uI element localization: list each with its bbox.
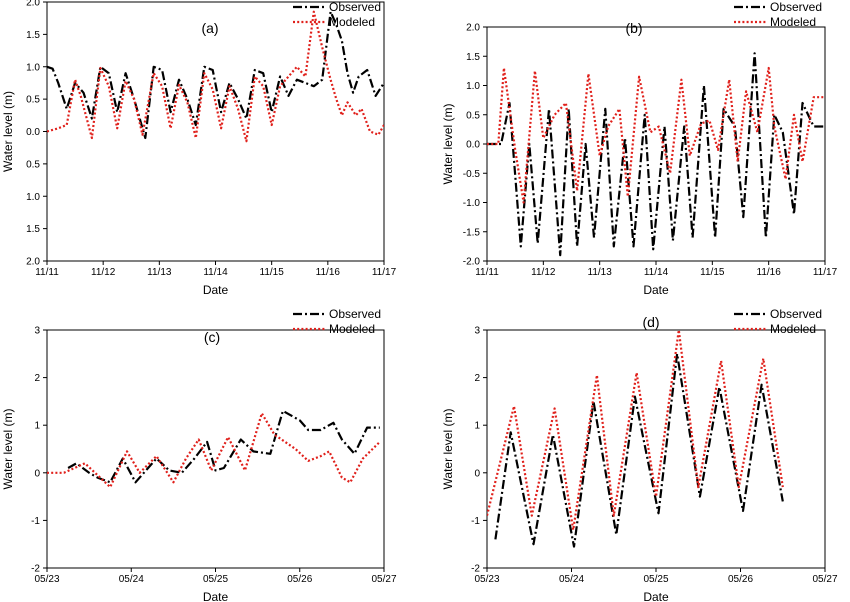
x-tick-label: 05/25 [203, 574, 228, 585]
x-tick-label: 05/24 [119, 574, 144, 585]
panel-label: (d) [642, 314, 659, 330]
x-tick-label: 11/17 [813, 267, 838, 278]
x-tick-label: 11/17 [372, 267, 397, 278]
x-tick-label: 11/11 [35, 267, 59, 278]
y-axis-label: Water level (m) [441, 104, 455, 185]
x-tick-label: 11/14 [644, 267, 669, 278]
x-tick-label: 05/26 [728, 574, 753, 585]
legend-label-modeled: Modeled [329, 15, 375, 29]
legend-label-modeled: Modeled [770, 322, 816, 336]
x-tick-label: 05/27 [371, 574, 396, 585]
y-tick-label: 1.5 [26, 224, 40, 235]
series-line-modeled [47, 412, 381, 489]
x-tick-label: 11/16 [316, 267, 341, 278]
y-tick-label: 1.0 [26, 192, 40, 203]
x-tick-label: 11/12 [91, 267, 116, 278]
panel-label: (c) [204, 329, 220, 345]
series-line-observed [67, 409, 380, 484]
x-axis-label: Date [203, 590, 229, 602]
y-tick-label: 2.0 [26, 0, 40, 9]
y-tick-label: -0.5 [463, 169, 481, 180]
legend-label-observed: Observed [329, 0, 381, 14]
x-tick-label: 05/26 [287, 574, 312, 585]
x-tick-label: 11/15 [260, 267, 285, 278]
x-tick-label: 05/24 [559, 574, 584, 585]
y-tick-label: -2 [471, 564, 480, 575]
series-line-modeled [487, 66, 825, 204]
x-axis-label: Date [643, 283, 669, 297]
y-tick-label: 1.0 [466, 81, 480, 92]
y-tick-label: -1 [471, 516, 480, 527]
y-axis-label: Water level (m) [1, 409, 15, 490]
y-tick-label: 0.5 [26, 95, 40, 106]
y-axis-label: Water level (m) [1, 91, 15, 172]
y-tick-label: -2 [31, 564, 40, 575]
x-tick-label: 11/11 [475, 267, 499, 278]
x-tick-label: 11/14 [203, 267, 228, 278]
y-tick-label: 2 [34, 373, 40, 384]
y-tick-label: 0.0 [26, 127, 40, 138]
y-tick-label: 1.5 [26, 30, 40, 41]
y-tick-label: 1.5 [466, 52, 480, 63]
y-tick-label: 3 [474, 326, 480, 337]
series-line-modeled [487, 330, 784, 532]
x-axis-label: Date [643, 590, 669, 602]
y-axis-label: Water level (m) [441, 409, 455, 490]
panel-label: (b) [625, 20, 642, 36]
series-line-observed [494, 352, 784, 548]
chart-panel-1: 11/11 11/12 11/13 11/14 11/15 11/16 11/17 2.0 1.… [1, 0, 397, 297]
legend-label-modeled: Modeled [329, 322, 375, 336]
y-tick-label: 0.0 [466, 140, 480, 151]
y-tick-label: 0 [474, 468, 480, 479]
x-tick-label: 05/23 [474, 574, 499, 585]
x-tick-label: 11/13 [147, 267, 172, 278]
y-tick-label: 1 [34, 421, 40, 432]
x-tick-label: 11/13 [588, 267, 613, 278]
legend-label-modeled: Modeled [770, 15, 816, 29]
series-line-modeled [47, 10, 384, 143]
legend-label-observed: Observed [770, 0, 822, 14]
x-tick-label: 05/27 [812, 574, 837, 585]
series-line-observed [487, 52, 825, 257]
y-tick-label: -1.0 [463, 198, 481, 209]
panel-label: (a) [201, 20, 218, 36]
series-line-observed [47, 10, 384, 140]
x-tick-label: 05/25 [643, 574, 668, 585]
y-tick-label: 1.0 [26, 62, 40, 73]
x-tick-label: 11/12 [531, 267, 556, 278]
y-tick-label: 0.5 [26, 159, 40, 170]
y-tick-label: 1 [474, 421, 480, 432]
legend-label-observed: Observed [770, 307, 822, 321]
x-tick-label: 11/15 [700, 267, 725, 278]
x-axis-label: Date [203, 283, 229, 297]
y-tick-label: 2 [474, 373, 480, 384]
y-tick-label: -1 [31, 516, 40, 527]
y-tick-label: 2.0 [26, 257, 40, 268]
y-tick-label: 0 [34, 468, 40, 479]
legend-label-observed: Observed [329, 307, 381, 321]
y-tick-label: 2.0 [466, 23, 480, 34]
y-tick-label: 3 [34, 326, 40, 337]
y-tick-label: -2.0 [463, 257, 481, 268]
y-tick-label: 0.5 [466, 110, 480, 121]
x-tick-label: 11/16 [757, 267, 782, 278]
y-tick-label: -1.5 [463, 227, 481, 238]
chart-panel-2: 11/11 11/12 11/13 11/14 11/15 11/16 11/17 -2.0 -… [441, 0, 838, 297]
x-tick-label: 05/23 [34, 574, 59, 585]
chart-panel-4: 05/23 05/24 05/25 05/26 05/27 -2 -1 0 1 2 3 Date Wat… [441, 307, 838, 602]
chart-panel-3: 05/23 05/24 05/25 05/26 05/27 -2 -1 0 1 2 3 Date Wat… [1, 307, 397, 602]
